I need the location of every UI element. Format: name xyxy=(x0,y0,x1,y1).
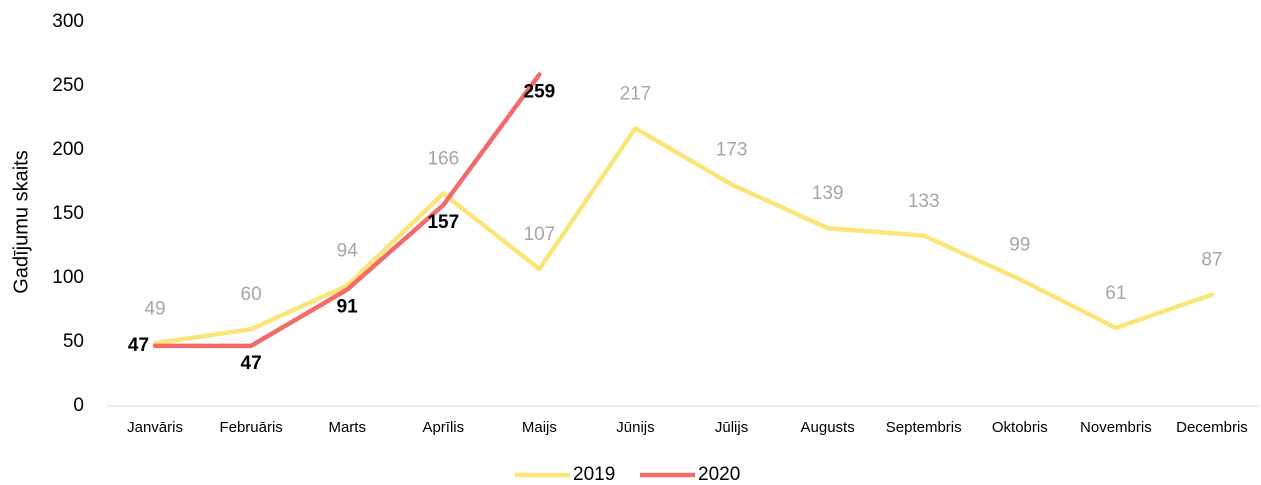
x-tick-label: Jūlijs xyxy=(715,419,748,436)
data-label: 139 xyxy=(812,183,844,204)
x-tick-label: Novembris xyxy=(1080,419,1152,436)
x-tick-label: Septembris xyxy=(886,419,962,436)
data-label: 61 xyxy=(1105,283,1126,304)
series-line xyxy=(152,125,1215,346)
legend-label: 2019 xyxy=(573,464,615,485)
x-tick-label: Decembris xyxy=(1176,419,1248,436)
x-tick-label: Maijs xyxy=(522,419,557,436)
data-label: 49 xyxy=(144,298,165,319)
x-tick-label: Augusts xyxy=(801,419,855,436)
data-label: 173 xyxy=(716,140,748,161)
data-label: 94 xyxy=(337,241,359,262)
data-label: 47 xyxy=(241,353,262,374)
x-tick-label: Februāris xyxy=(219,419,282,436)
y-tick-label: 150 xyxy=(52,203,84,224)
y-tick-label: 200 xyxy=(52,139,84,160)
data-label: 217 xyxy=(620,83,652,104)
data-label: 91 xyxy=(337,297,359,318)
data-label: 133 xyxy=(908,191,940,212)
x-tick-label: Janvāris xyxy=(127,419,183,436)
data-label: 99 xyxy=(1009,234,1030,255)
data-label: 60 xyxy=(241,284,262,305)
y-tick-label: 250 xyxy=(52,75,84,96)
data-label: 107 xyxy=(524,224,556,245)
data-label: 259 xyxy=(524,81,556,102)
x-tick-label: Jūnijs xyxy=(616,419,654,436)
y-axis-title: Gadījumu skaits xyxy=(10,150,32,293)
legend-label: 2020 xyxy=(698,464,740,485)
y-tick-label: 0 xyxy=(73,395,84,416)
x-tick-label: Aprīlis xyxy=(422,419,464,436)
data-label: 157 xyxy=(427,212,459,233)
y-tick-label: 100 xyxy=(52,267,84,288)
y-tick-label: 300 xyxy=(52,11,84,32)
data-label: 87 xyxy=(1201,250,1222,271)
y-tick-label: 50 xyxy=(63,331,84,352)
x-tick-label: Marts xyxy=(328,419,366,436)
series-line xyxy=(152,72,542,349)
data-label: 47 xyxy=(128,335,149,356)
x-tick-label: Oktobris xyxy=(992,419,1048,436)
data-label: 166 xyxy=(427,149,459,170)
